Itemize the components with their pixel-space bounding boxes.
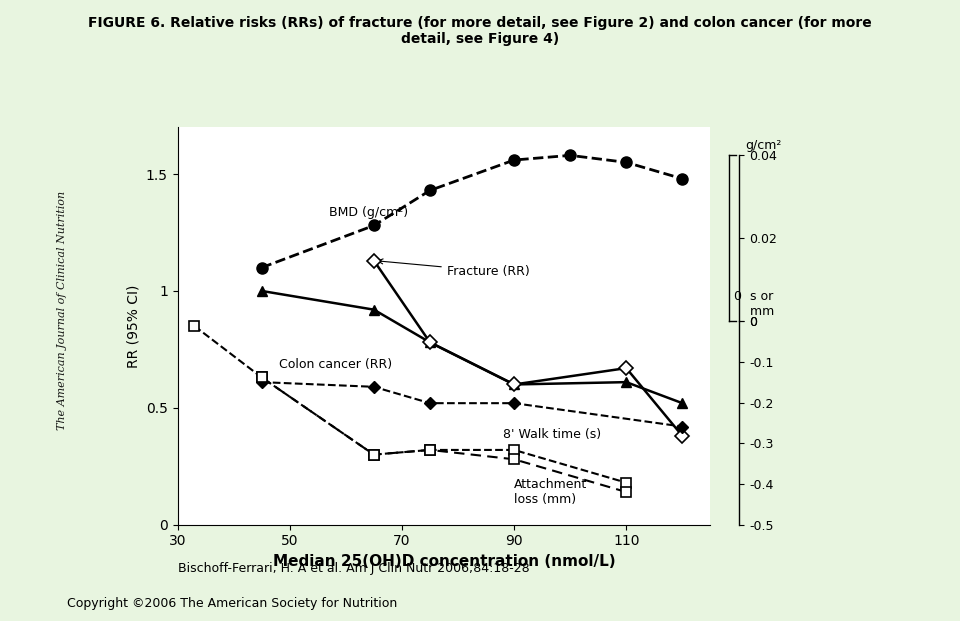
Text: Bischoff-Ferrari, H. A et al. Am J Clin Nutr 2006;84:18-28: Bischoff-Ferrari, H. A et al. Am J Clin … — [178, 562, 529, 575]
Y-axis label: RR (95% CI): RR (95% CI) — [127, 284, 140, 368]
Text: Colon cancer (RR): Colon cancer (RR) — [278, 358, 392, 371]
Text: Fracture (RR): Fracture (RR) — [378, 259, 530, 278]
Text: 8' Walk time (s): 8' Walk time (s) — [503, 428, 601, 442]
X-axis label: Median 25(OH)D concentration (nmol/L): Median 25(OH)D concentration (nmol/L) — [273, 554, 615, 569]
Text: FIGURE 6. Relative risks (RRs) of fracture (for more detail, see Figure 2) and c: FIGURE 6. Relative risks (RRs) of fractu… — [88, 16, 872, 46]
Text: g/cm²: g/cm² — [745, 139, 781, 152]
Text: The American Journal of Clinical Nutrition: The American Journal of Clinical Nutriti… — [58, 191, 67, 430]
Text: Copyright ©2006 The American Society for Nutrition: Copyright ©2006 The American Society for… — [67, 597, 397, 610]
Text: 0  s or
    mm: 0 s or mm — [734, 290, 775, 318]
Text: Attachment
loss (mm): Attachment loss (mm) — [515, 478, 588, 506]
Text: BMD (g/cm²): BMD (g/cm²) — [329, 206, 408, 219]
